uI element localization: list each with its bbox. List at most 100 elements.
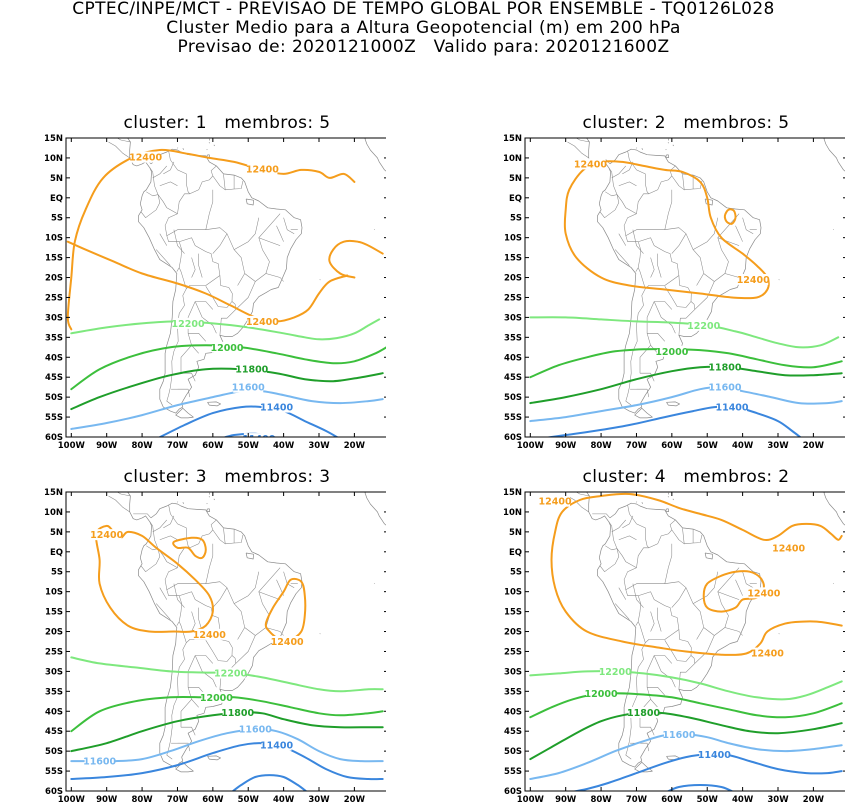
lat-tick-label: 5S (510, 568, 522, 578)
country-border (167, 643, 187, 759)
contour-label: 12000 (200, 693, 233, 704)
lon-tick-label: 100W (58, 795, 86, 805)
country-border (206, 190, 213, 230)
country-border (236, 568, 280, 664)
contour-label: 12000 (210, 343, 243, 354)
country-border (704, 274, 715, 282)
coastline-island (207, 509, 210, 512)
lon-tick-label: 20W (803, 795, 825, 805)
lat-tick-label: 15S (45, 608, 63, 618)
lat-tick-label: 5N (50, 174, 63, 184)
coastline-island (642, 502, 643, 503)
country-border (647, 302, 658, 354)
country-border (658, 608, 662, 632)
coastline-island (214, 499, 215, 500)
coastline-island (365, 133, 386, 179)
contour-label: 11600 (83, 757, 116, 768)
country-border (160, 588, 167, 600)
map-area: 1240012400124001220012000118001160011400… (68, 133, 386, 445)
lat-tick-label: 20S (45, 274, 63, 284)
lon-tick-label: 90W (555, 441, 577, 451)
lon-tick-label: 50W (238, 795, 260, 805)
country-border (683, 528, 685, 544)
lon-tick-label: 50W (697, 795, 719, 805)
country-border (672, 234, 686, 254)
lat-tick-label: 50S (45, 393, 63, 403)
contour-label: 12400 (129, 153, 162, 164)
lat-tick-label: 10S (45, 588, 63, 598)
lat-tick-label: 45S (504, 727, 522, 737)
lat-tick-label: EQ (509, 194, 522, 204)
country-border (619, 234, 626, 246)
contour-label: 11400 (698, 750, 731, 761)
contour-label: 12400 (271, 637, 304, 648)
contour-line-12400 (173, 538, 206, 558)
country-border (718, 592, 739, 600)
country-border (605, 168, 617, 196)
lon-tick-label: 50W (238, 441, 260, 451)
country-border (133, 514, 151, 518)
country-border (624, 548, 649, 626)
country-border (153, 520, 167, 532)
country-border (169, 151, 190, 194)
country-border (651, 612, 655, 632)
country-border (626, 228, 704, 286)
coastline-island (667, 402, 680, 406)
country-border (284, 218, 295, 234)
country-border (181, 345, 192, 373)
lon-tick-label: 60W (202, 795, 224, 805)
lon-tick-label: 30W (308, 795, 330, 805)
country-border (169, 505, 190, 548)
lat-tick-label: 25S (45, 647, 63, 657)
country-border (156, 604, 170, 620)
country-border (665, 190, 672, 230)
contour-label: 11800 (708, 363, 741, 374)
coastline-island (668, 142, 669, 143)
contour-label: 12400 (747, 588, 780, 599)
country-border (647, 333, 665, 341)
coastline-island (673, 145, 674, 146)
contour-line-11600 (71, 729, 382, 761)
coastline-island (183, 502, 184, 503)
country-border (153, 166, 167, 178)
country-border (165, 194, 190, 272)
lat-tick-label: EQ (50, 548, 63, 558)
country-border (213, 588, 227, 608)
lon-tick-label: 70W (167, 441, 189, 451)
country-border (683, 174, 685, 190)
panel-title: cluster: 2 membros: 5 (525, 113, 847, 133)
contour-map: 1240012400124001240012200120001180011600… (485, 487, 845, 812)
panel-title: cluster: 3 membros: 3 (66, 467, 388, 487)
contour-map: 1240012400124001220012000118001160011400… (26, 133, 386, 458)
lat-tick-label: 5N (50, 528, 63, 538)
lat-tick-label: 40S (504, 707, 522, 717)
coastline-island (246, 199, 253, 205)
country-border (568, 142, 589, 158)
lat-tick-label: 5N (509, 174, 522, 184)
contour-label: 12400 (246, 165, 279, 176)
country-border (605, 522, 617, 550)
contour-line-11400 (231, 775, 309, 793)
country-border (213, 530, 243, 544)
lon-tick-label: 20W (344, 795, 366, 805)
lon-tick-label: 40W (273, 795, 295, 805)
contour-label: 12200 (172, 319, 205, 330)
lat-tick-label: 15S (504, 254, 522, 264)
country-border (109, 142, 130, 158)
coastline-island (365, 487, 386, 533)
country-border (672, 176, 702, 190)
contour-line-11800 (530, 367, 841, 403)
coastline-island (666, 509, 669, 512)
contour-label: 12400 (193, 630, 226, 641)
country-border (160, 182, 178, 186)
contour-line-11400 (537, 406, 802, 439)
lat-tick-label: 10S (504, 234, 522, 244)
lon-tick-label: 40W (273, 441, 295, 451)
lat-tick-label: 5S (51, 214, 63, 224)
country-border (704, 628, 715, 636)
lat-tick-label: 35S (45, 687, 63, 697)
country-border (259, 238, 280, 246)
country-border (167, 228, 245, 286)
